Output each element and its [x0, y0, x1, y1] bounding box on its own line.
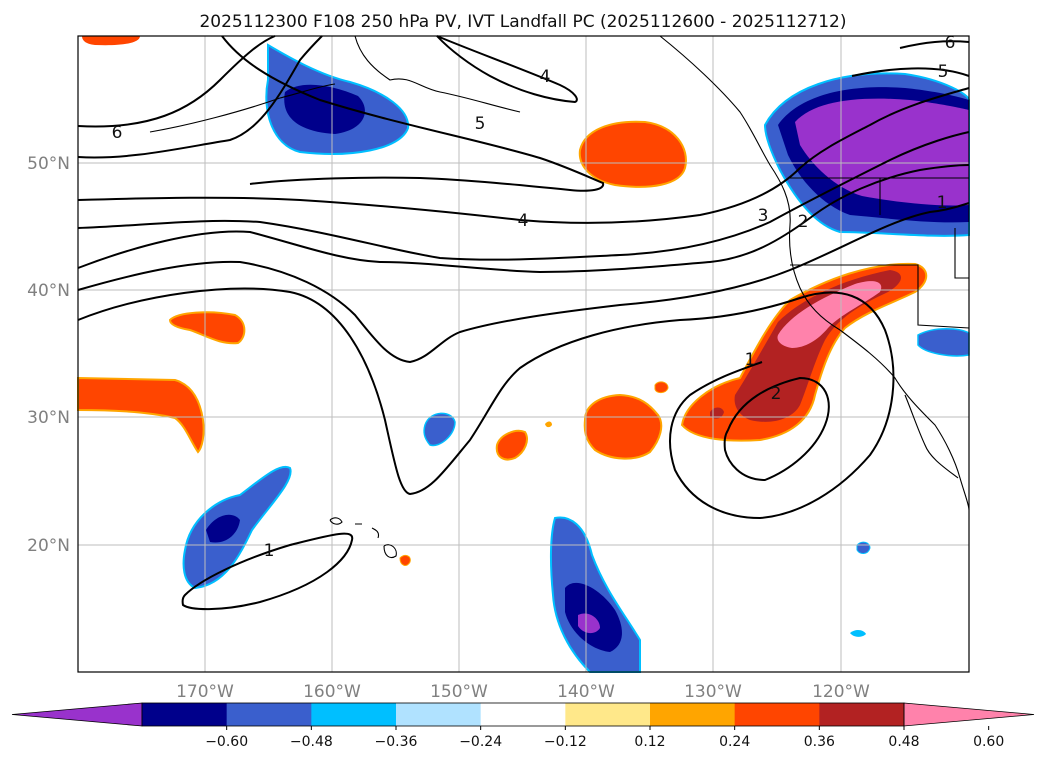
contour-label: 3	[758, 206, 769, 226]
contour-line-4-north	[436, 35, 578, 104]
colorbar-outline	[141, 702, 905, 727]
contour-line-4	[77, 87, 970, 224]
contour-line-0	[77, 287, 895, 520]
contour-line-5-ne	[851, 67, 970, 77]
colorbar-segment	[819, 703, 905, 726]
anomaly-region-small-subtropical	[495, 429, 528, 461]
lon-label: 160°W	[303, 682, 361, 702]
ivt-contours	[77, 35, 970, 611]
colorbar-ticks: −0.60 −0.48 −0.36 −0.24 −0.12 0.12 0.24 0.36 0.4…	[205, 726, 1004, 750]
contour-label: 2	[798, 212, 809, 232]
colorbar-segment	[650, 703, 736, 726]
lat-label: 50°N	[27, 154, 70, 174]
anomaly-region-subtropical	[583, 393, 663, 460]
colorbar-segment	[226, 703, 312, 726]
colorbar-segment	[565, 703, 651, 726]
lon-label: 120°W	[812, 682, 870, 702]
contour-line-2	[77, 164, 970, 274]
colorbar-segment	[734, 703, 820, 726]
anomaly-spot-corner	[82, 36, 140, 46]
contour-label: 2	[771, 384, 782, 404]
contour-label: 6	[112, 123, 123, 143]
anomaly-core-gulf-of-alaska	[284, 84, 365, 134]
anomaly-core-atmospheric-river	[734, 270, 902, 422]
contour-line-5-loop	[221, 35, 605, 192]
map-title: 2025112300 F108 250 hPa PV, IVT Landfall…	[199, 12, 846, 32]
contour-label: 1	[264, 541, 275, 561]
hawaii-islands	[329, 517, 397, 559]
anomaly-region-west-pacific	[77, 376, 205, 454]
map-frame	[77, 35, 970, 673]
anomaly-peak-central-pacific	[578, 613, 600, 634]
contour-label: 5	[475, 114, 486, 134]
colorbar-tick-label: −0.24	[459, 734, 502, 750]
colorbar-segment	[480, 703, 566, 726]
alaska-coastline	[149, 35, 521, 133]
colorbar-tick-label: −0.36	[375, 734, 418, 750]
lon-label: 150°W	[430, 682, 488, 702]
contour-label: 5	[938, 62, 949, 82]
anomaly-peak-pacific-northwest	[795, 98, 969, 206]
latitude-labels: 50°N 40°N 30°N 20°N	[27, 154, 70, 556]
colorbar-tick-label: −0.12	[544, 734, 587, 750]
coastlines	[149, 35, 970, 559]
colorbar-tick-label: −0.48	[290, 734, 333, 750]
nevada-arizona-border	[879, 178, 969, 279]
lon-label: 130°W	[684, 682, 742, 702]
contour-label: 4	[540, 67, 551, 87]
contour-line-1-south	[181, 532, 354, 611]
contour-label: 6	[945, 33, 956, 53]
anomaly-region-north-of-hawaii	[168, 311, 246, 345]
longitude-labels: 170°W 160°W 150°W 140°W 130°W 120°W	[176, 682, 870, 702]
colorbar-segment	[142, 703, 228, 726]
contour-label: 1	[745, 350, 756, 370]
contour-line-5	[77, 35, 323, 159]
contour-line-3	[77, 131, 970, 261]
anomaly-core-west-of-hawaii	[206, 514, 240, 543]
colorbar-extend-high	[903, 702, 1035, 727]
contour-line-6	[77, 35, 276, 128]
colorbar-segment	[311, 703, 397, 726]
anomaly-spot-baja	[856, 541, 871, 554]
lon-label: 170°W	[176, 682, 234, 702]
colorbar-tick-label: −0.60	[205, 734, 248, 750]
colorbar-tick-label: 0.36	[804, 734, 835, 750]
anomaly-spot-hawaii-east	[399, 554, 411, 566]
negative-anomaly-regions	[182, 43, 970, 673]
contour-line-1	[77, 202, 970, 364]
anomaly-region-small-pacific	[423, 412, 456, 447]
colorbar-tick-label: 0.48	[888, 734, 919, 750]
lat-label: 30°N	[27, 408, 70, 428]
positive-anomaly-regions	[77, 36, 928, 566]
contour-line-6-ne	[899, 40, 970, 49]
contour-label: 1	[937, 193, 948, 213]
colorbar-tick-label: 0.60	[973, 734, 1004, 750]
map-panel: 6 5 4 4 3 2 1 1 1 2 6 5	[77, 33, 970, 673]
lat-label: 40°N	[27, 281, 70, 301]
colorbar-segment	[396, 703, 482, 726]
baja-coastline	[904, 394, 959, 479]
california-border	[790, 264, 970, 329]
contour-line-2-inner	[723, 376, 830, 482]
anomaly-spot-subtropical-small	[654, 381, 669, 394]
graticule	[78, 36, 969, 672]
colorbar-tick-label: 0.24	[719, 734, 750, 750]
anomaly-region-northeast-pacific	[578, 120, 687, 188]
lon-label: 140°W	[557, 682, 615, 702]
colorbar-tick-label: 0.12	[634, 734, 665, 750]
lat-label: 20°N	[27, 536, 70, 556]
anomaly-spot-mexico	[850, 630, 866, 637]
contour-label: 4	[518, 211, 529, 231]
anomaly-spot-tiny	[545, 421, 552, 428]
contour-labels: 6 5 4 4 3 2 1 1 1 2 6 5	[112, 33, 956, 561]
colorbar	[11, 702, 1035, 727]
north-america-coastline	[659, 35, 970, 511]
colorbar-extend-low	[11, 702, 143, 727]
